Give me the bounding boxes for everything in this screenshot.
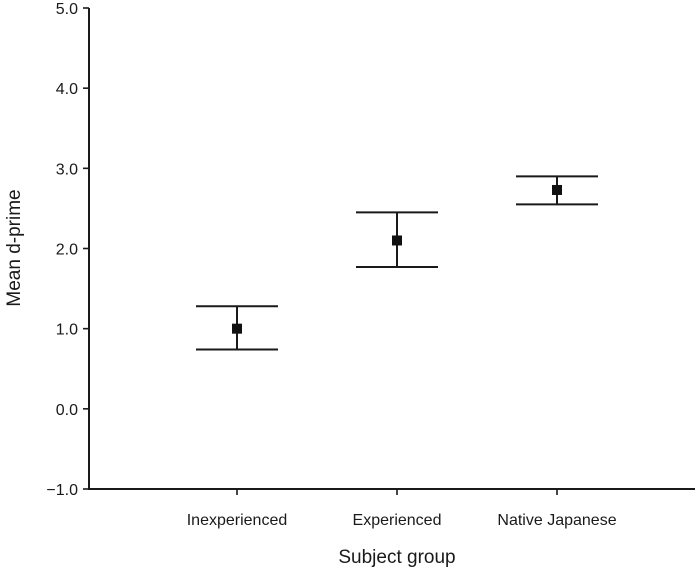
data-point-group [516, 175, 598, 206]
y-tick-label: 5.0 [56, 1, 78, 18]
data-point-marker [392, 235, 402, 246]
axes [88, 8, 695, 490]
y-tick-label: 1.0 [56, 322, 78, 339]
y-axis-title: Mean d-prime [4, 189, 25, 306]
data-point-group [356, 211, 438, 268]
y-tick-label: 0.0 [56, 402, 78, 419]
x-tick-label: Experienced [353, 512, 442, 529]
y-tick-label: 4.0 [56, 81, 78, 98]
data-marks [196, 175, 598, 351]
x-tick-label: Inexperienced [187, 512, 288, 529]
x-axis-title: Subject group [338, 547, 455, 568]
y-tick-label: 2.0 [56, 242, 78, 259]
y-ticks: −1.0 0.0 1.0 2.0 3.0 4.0 5.0 [46, 1, 89, 499]
data-point-group [196, 305, 278, 351]
x-ticks: Inexperienced Experienced Native Japanese [187, 489, 617, 529]
data-point-marker [232, 323, 242, 334]
y-tick-label: −1.0 [46, 482, 78, 499]
x-tick-label: Native Japanese [497, 512, 616, 529]
data-point-marker [552, 184, 562, 195]
y-tick-label: 3.0 [56, 161, 78, 178]
